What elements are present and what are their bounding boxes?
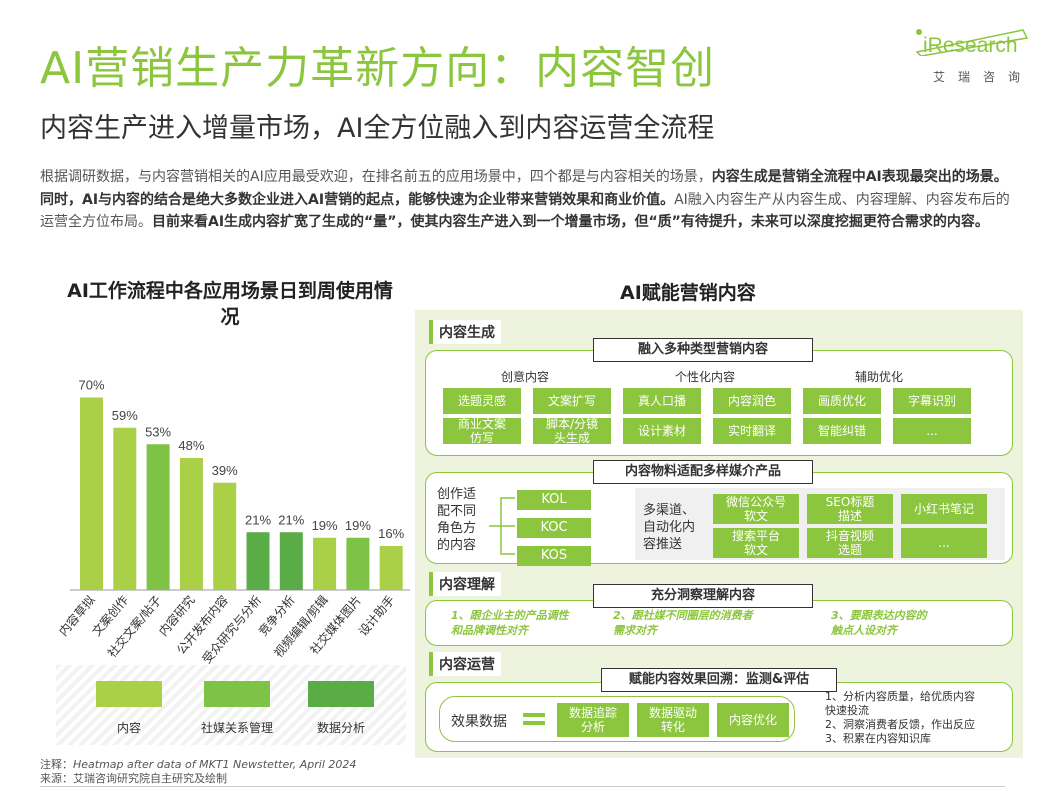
generation-item-3: 内容润色 (713, 388, 791, 414)
bar-value-label-2: 53% (145, 424, 171, 439)
role-koc: KOC (517, 518, 591, 538)
note-label: 注释： (40, 758, 73, 771)
ai-content-panel: 内容生成 融入多种类型营销内容 创意内容 个性化内容 辅助优化 选题灵感 文案扩写… (415, 310, 1023, 758)
generation-item-10: 智能纠错 (803, 418, 881, 444)
footnote: 注释：Heatmap after data of MKT1 Newstetter… (40, 758, 356, 786)
bar-2 (146, 444, 170, 590)
equals-bottom (523, 721, 545, 725)
legend-swatch-2 (308, 681, 374, 707)
section-label-operate: 内容运营 (429, 652, 501, 676)
legend-label-1: 社媒关系管理 (200, 721, 274, 735)
multi-channel-text: 多渠道、 自动化内 容推送 (643, 503, 696, 552)
media-item-1: SEO标题 描述 (807, 494, 893, 524)
generation-item-7: 脚本/分镜 头生成 (533, 417, 611, 445)
generation-item-2: 真人口播 (623, 388, 701, 414)
intro-bold-1: 内容生成是营销全流程中AI表现最突出的场景。同时，AI与内容的结合是绝大多数企业… (40, 169, 1008, 208)
adapt-text: 创作适 配不同 角色方 的内容 (437, 487, 477, 553)
bar-3 (179, 458, 203, 590)
equals-top (523, 713, 545, 717)
legend-label-2: 数据分析 (316, 721, 366, 735)
legend-label-0: 内容 (116, 721, 142, 735)
media-item-4: 抖音视频 选题 (807, 528, 893, 558)
intro-bold-2: 目前来看AI生成内容扩宽了生成的“量”，使其内容生产进入到一个增量市场，但“质”… (152, 214, 989, 230)
bar-value-label-7: 19% (312, 518, 338, 533)
bar-value-label-8: 19% (345, 518, 371, 533)
bar-value-label-6: 21% (278, 512, 304, 527)
page-title: AI营销生产力革新方向：内容智创 (40, 43, 716, 94)
logo-swoosh-icon (915, 29, 1029, 56)
effect-data-label: 效果数据 (451, 714, 507, 730)
category-label-9: 设计助手 (356, 593, 398, 639)
tag-multi-type: 融入多种类型营销内容 (593, 338, 813, 362)
bar-4 (213, 482, 237, 590)
bar-9 (379, 546, 403, 590)
category-label-5: 受众研究与分析 (199, 592, 264, 666)
note-text: Heatmap after data of MKT1 Newstetter, A… (73, 758, 357, 771)
operate-step-0: 数据追踪 分析 (557, 703, 629, 737)
bar-8 (346, 537, 370, 590)
operate-step-2: 内容优化 (717, 703, 789, 737)
media-item-2: 小红书笔记 (901, 494, 987, 524)
bar-0 (80, 397, 103, 590)
media-item-5: ... (901, 528, 987, 558)
chart-legend: 内容 社媒关系管理 数据分析 (56, 665, 406, 745)
bar-value-label-4: 39% (212, 463, 238, 478)
section-label-understand: 内容理解 (429, 572, 501, 596)
generation-item-11: ... (893, 418, 971, 444)
category-personalized: 个性化内容 (675, 370, 736, 384)
bar-5 (246, 532, 270, 590)
media-item-0: 微信公众号 软文 (713, 494, 799, 524)
tag-operate: 赋能内容效果回溯：监测&评估 (601, 668, 837, 692)
bar-value-label-1: 59% (112, 408, 138, 423)
understand-point-1: 2、跟社媒不同圈层的消费者 需求对齐 (613, 609, 753, 637)
intro-text-2: AI融入内容生产从内容生成、内容理解、内容发布后的运营全方位布局。 (40, 191, 1010, 231)
logo-brand: iResearch (923, 34, 1018, 57)
source-label: 来源： (40, 772, 73, 785)
bracket-connector (489, 497, 515, 555)
category-creative: 创意内容 (501, 370, 550, 384)
bar-1 (113, 427, 137, 590)
understand-point-2: 3、要跟表达内容的 触点人设对齐 (831, 609, 927, 637)
iresearch-logo: iResearch 艾瑞咨询 (913, 24, 1043, 84)
generation-item-4: 画质优化 (803, 388, 881, 414)
operate-list: 1、分析内容质量，给优质内容 快速投流 2、洞察消费者反馈，作出反应 3、积累在… (825, 690, 975, 745)
generation-item-8: 设计素材 (623, 418, 701, 444)
bar-value-label-0: 70% (78, 378, 104, 393)
intro-paragraph: 根据调研数据，与内容营销相关的AI应用最受欢迎，在排名前五的应用场景中，四个都是… (40, 166, 1015, 234)
footer-divider (40, 786, 1005, 787)
bar-value-label-3: 48% (178, 438, 204, 453)
intro-text-1: 根据调研数据，与内容营销相关的AI应用最受欢迎，在排名前五的应用场景中，四个都是… (40, 169, 712, 185)
category-assist: 辅助优化 (855, 370, 904, 384)
chart-title: AI工作流程中各应用场景日到周使用情况 (67, 280, 393, 328)
bar-7 (313, 537, 337, 590)
tag-media-adapt: 内容物料适配多样媒介产品 (593, 460, 813, 484)
source-text: 艾瑞咨询研究院自主研究及绘制 (73, 772, 227, 785)
role-kol: KOL (517, 490, 591, 510)
generation-item-0: 选题灵感 (443, 388, 521, 414)
operate-step-1: 数据驱动 转化 (637, 703, 709, 737)
generation-item-1: 文案扩写 (533, 388, 611, 414)
legend-swatch-0 (96, 681, 162, 707)
tag-understand: 充分洞察理解内容 (593, 584, 813, 608)
generation-item-9: 实时翻译 (713, 418, 791, 444)
page-subtitle: 内容生产进入增量市场，AI全方位融入到内容运营全流程 (40, 113, 715, 144)
understand-point-0: 1、跟企业主的产品调性 和品牌调性对齐 (451, 609, 569, 637)
bar-value-label-9: 16% (378, 526, 404, 541)
media-item-3: 搜索平台 软文 (713, 528, 799, 558)
logo-chinese: 艾瑞咨询 (933, 70, 1034, 84)
legend-swatch-1 (204, 681, 270, 707)
bar-value-label-5: 21% (245, 512, 271, 527)
generation-item-6: 商业文案 仿写 (443, 417, 521, 445)
panel-title: AI赋能营销内容 (620, 282, 756, 304)
generation-item-5: 字幕识别 (893, 388, 971, 414)
bar-6 (279, 532, 303, 590)
role-kos: KOS (517, 546, 591, 566)
section-label-generation: 内容生成 (429, 320, 501, 344)
usage-bar-chart: 70%内容草拟59%文案创作53%社交文案/帖子48%内容研究39%公开发布内容… (55, 378, 410, 666)
